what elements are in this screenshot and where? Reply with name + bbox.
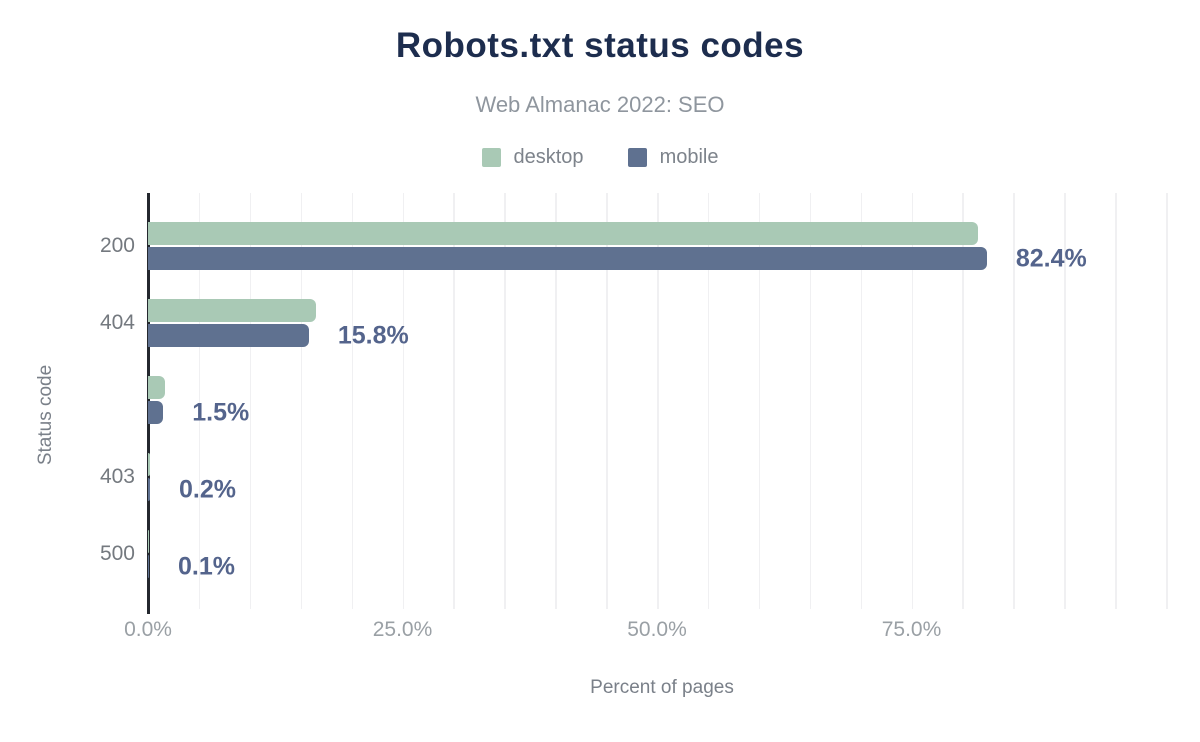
gridline-45pct — [606, 193, 608, 609]
x-tick-25.0%: 25.0% — [372, 618, 433, 641]
category-label-403: 403 — [99, 465, 135, 488]
legend-swatch-desktop — [481, 147, 501, 167]
gridline-90pct — [1064, 193, 1066, 609]
value-label-403: 0.2% — [179, 475, 237, 503]
gridline-20pct — [351, 193, 354, 609]
y-axis-title: Status code — [35, 364, 56, 466]
gridline-55pct — [707, 193, 710, 609]
bar-desktop-500 — [148, 530, 150, 553]
gridline-10pct — [249, 193, 252, 609]
gridline-65pct — [809, 193, 812, 609]
category-label-404: 404 — [99, 311, 135, 334]
gridline-100pct — [1166, 193, 1168, 609]
x-tick-0.0%: 0.0% — [124, 618, 172, 641]
gridline-80pct — [962, 193, 964, 609]
legend: desktop mobile — [0, 143, 1200, 171]
bar-mobile-500 — [148, 555, 150, 578]
bar-mobile-200 — [148, 247, 987, 270]
bar-mobile-404 — [148, 324, 309, 347]
gridline-5pct — [198, 193, 201, 609]
x-tick-75.0%: 75.0% — [881, 618, 942, 641]
legend-label-desktop: desktop — [513, 145, 584, 168]
gridline-15pct — [300, 193, 303, 609]
chart-title: Robots.txt status codes — [395, 26, 805, 65]
gridline-75pct — [911, 193, 913, 609]
plot-area — [147, 193, 1176, 614]
x-axis-title: Percent of pages — [590, 677, 734, 698]
gridline-25pct — [402, 193, 404, 609]
chart-subtitle: Web Almanac 2022: SEO — [475, 92, 725, 117]
category-label-500: 500 — [99, 542, 135, 565]
gridline-50pct — [657, 193, 659, 609]
gridline-30pct — [453, 193, 455, 609]
gridline-35pct — [504, 193, 506, 609]
legend-item-desktop: desktop — [481, 145, 584, 169]
legend-item-mobile: mobile — [627, 145, 719, 169]
gridline-85pct — [1013, 193, 1015, 609]
legend-swatch-mobile — [627, 147, 647, 167]
bar-desktop-200 — [148, 222, 978, 245]
category-label-200: 200 — [99, 234, 135, 257]
bar-mobile-row2 — [148, 401, 164, 424]
value-label-200: 82.4% — [1015, 244, 1087, 272]
bar-desktop-404 — [148, 299, 316, 322]
bar-mobile-403 — [148, 478, 151, 501]
gridline-70pct — [860, 193, 863, 609]
gridline-40pct — [555, 193, 557, 609]
gridline-95pct — [1115, 193, 1117, 609]
x-tick-50.0%: 50.0% — [627, 618, 687, 641]
gridline-60pct — [758, 193, 761, 609]
value-label-404: 15.8% — [337, 321, 409, 349]
value-label-row2: 1.5% — [192, 398, 250, 426]
bar-desktop-403 — [148, 453, 151, 476]
legend-label-mobile: mobile — [659, 145, 719, 168]
value-label-500: 0.1% — [178, 552, 235, 580]
bar-desktop-row2 — [148, 376, 166, 399]
